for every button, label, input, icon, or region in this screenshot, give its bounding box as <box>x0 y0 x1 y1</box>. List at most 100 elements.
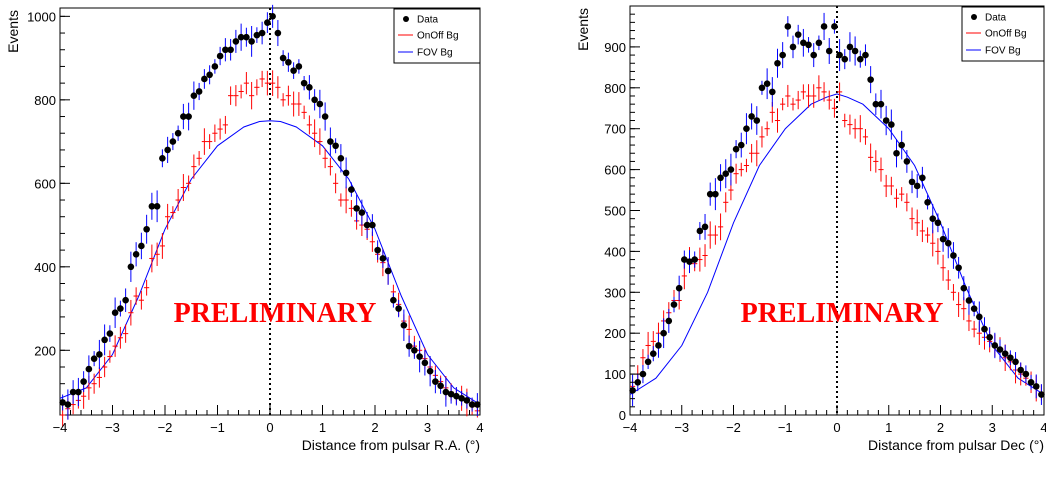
onoff-point <box>800 84 806 100</box>
data-point <box>965 286 973 315</box>
data-series <box>629 12 1045 407</box>
preliminary-annotation: PRELIMINARY <box>741 298 944 329</box>
data-point <box>722 159 730 189</box>
data-point <box>944 228 952 259</box>
data-point <box>1032 374 1040 399</box>
y-tick-label: 200 <box>604 326 626 341</box>
onoff-point <box>270 70 276 96</box>
onoff-point <box>640 349 646 367</box>
data-point <box>789 35 797 59</box>
onoff-point <box>296 92 302 116</box>
data-point <box>898 130 905 160</box>
onoff-point <box>842 113 848 128</box>
y-tick-label: 200 <box>34 343 56 358</box>
x-tick-label: −1 <box>210 420 225 435</box>
data-point <box>960 276 968 301</box>
x-tick-label: 2 <box>371 420 378 435</box>
onoff-point <box>914 209 920 237</box>
data-point <box>222 38 229 62</box>
fov-bg-line <box>629 93 1045 396</box>
data-point <box>831 19 838 34</box>
onoff-point <box>128 299 134 326</box>
onoff-point <box>857 115 863 143</box>
data-point <box>934 213 942 233</box>
data-point <box>374 240 381 260</box>
fov-bg-line <box>59 120 481 406</box>
data-point <box>153 190 161 223</box>
y-tick-label: 100 <box>604 367 626 382</box>
x-axis: −4 −3 −2 −1 0 1 2 3 4 <box>623 405 1046 435</box>
onoff-point <box>893 188 900 208</box>
data-point <box>841 49 849 70</box>
data-point <box>363 211 371 239</box>
data-point <box>138 232 145 260</box>
y-tick-label: 600 <box>604 163 626 178</box>
data-point <box>996 339 1004 360</box>
fov-bg-series <box>59 120 481 406</box>
y-tick-label: 1000 <box>27 9 56 24</box>
onoff-point <box>707 221 713 249</box>
data-point <box>290 62 297 79</box>
data-point <box>358 199 366 226</box>
data-point <box>227 38 234 61</box>
preliminary-annotation: PRELIMINARY <box>174 298 377 329</box>
data-point <box>727 153 735 186</box>
data-point <box>769 77 776 107</box>
onoff-point <box>945 270 951 290</box>
legend-data-marker <box>971 14 977 20</box>
legend-data-marker <box>403 16 409 22</box>
data-point <box>805 37 812 53</box>
onoff-point <box>180 174 186 201</box>
data-point <box>111 297 119 328</box>
data-point <box>195 82 203 101</box>
x-tick-label: −2 <box>158 420 173 435</box>
x-tick-label: 3 <box>424 420 431 435</box>
data-point <box>1027 374 1035 390</box>
data-point <box>774 48 781 78</box>
onoff-point <box>102 356 108 378</box>
onoff-point <box>749 143 755 163</box>
data-point <box>919 166 926 189</box>
data-point <box>395 299 402 318</box>
onoff-point <box>702 244 708 267</box>
data-point <box>675 275 683 301</box>
onoff-point <box>930 230 936 257</box>
onoff-point <box>191 154 197 179</box>
data-point <box>758 80 766 95</box>
data-point <box>258 21 266 45</box>
onoff-point <box>123 324 129 343</box>
data-point <box>411 341 418 359</box>
x-axis: −4 −3 −2 −1 0 1 2 3 4 <box>53 405 484 435</box>
data-point <box>1022 365 1030 383</box>
data-point <box>846 32 854 62</box>
onoff-point <box>780 98 786 111</box>
onoff-point <box>243 72 249 95</box>
x-tick-label: −1 <box>778 420 793 435</box>
onoff-point <box>343 186 349 214</box>
data-point <box>90 351 98 367</box>
onoff-point <box>774 108 781 133</box>
data-point <box>1001 344 1009 363</box>
data-point <box>882 105 890 136</box>
onoff-point <box>971 320 977 338</box>
data-point <box>1007 350 1014 366</box>
data-series <box>59 4 481 420</box>
data-point <box>970 301 978 317</box>
data-point <box>924 195 931 210</box>
onoff-point <box>264 70 270 96</box>
onoff-point <box>899 187 905 202</box>
data-point <box>122 288 129 312</box>
onoff-point <box>795 90 801 110</box>
x-axis-title: Distance from pulsar Dec (°) <box>868 437 1044 453</box>
onoff-point <box>909 207 915 230</box>
onoff-point <box>826 90 832 110</box>
data-point <box>400 309 408 341</box>
data-point <box>453 386 460 406</box>
legend-fov-label: FOV Bg <box>985 46 1021 57</box>
data-point <box>820 12 828 40</box>
data-point <box>474 393 481 417</box>
onoff-point <box>217 118 223 140</box>
data-point <box>311 89 318 111</box>
onoff-point <box>743 158 750 173</box>
